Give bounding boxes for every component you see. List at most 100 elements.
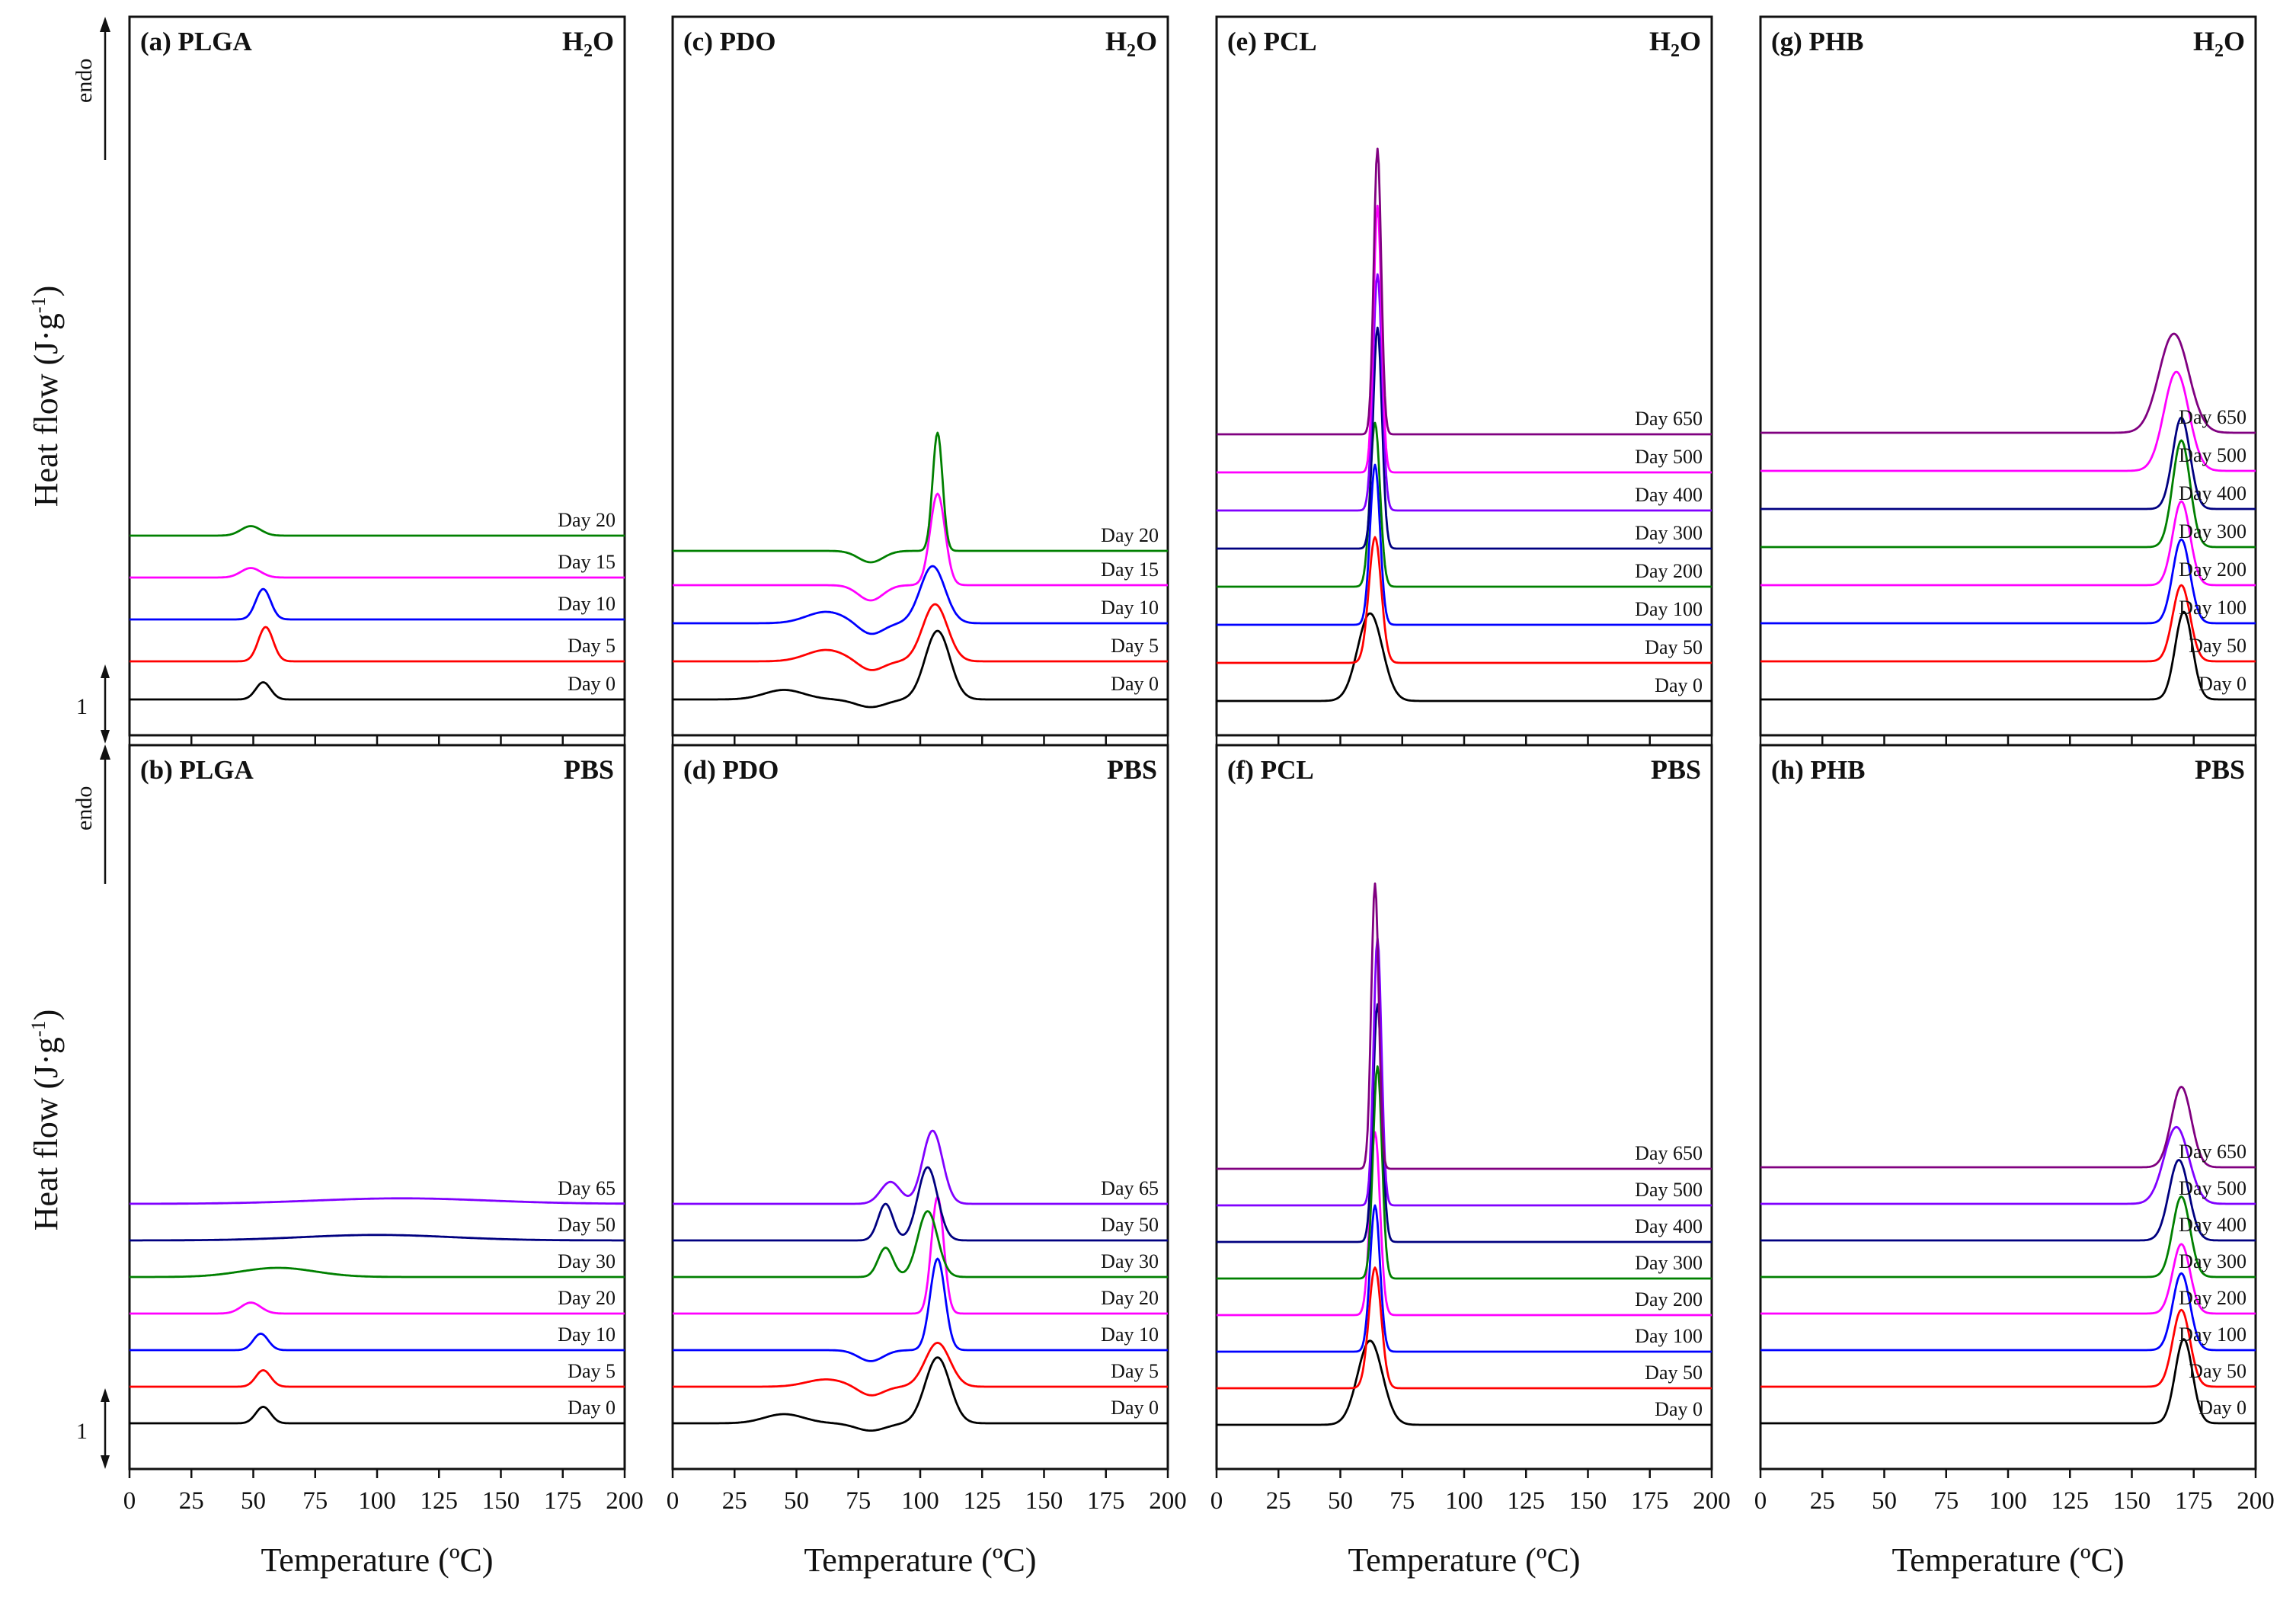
y-axis-label-bottom: Heat flow (J·g-1) xyxy=(27,1010,65,1231)
curve-g-day-500 xyxy=(1760,370,2256,472)
xtick-label-b-4: 100 xyxy=(358,1487,396,1515)
curve-h-day-400 xyxy=(1760,1159,2256,1242)
panel-frame-c xyxy=(671,15,1169,737)
ylabel-text-bottom: Heat flow (J·g-1) xyxy=(27,1010,65,1231)
series-label-f-4: Day 300 xyxy=(1635,1252,1703,1274)
panel-b: Day 0 Day 5 Day 10 Day 20 Day 30 Day 50 Day 65… xyxy=(123,744,644,1579)
panel-frame-b xyxy=(128,744,626,1471)
series-label-d-4: Day 30 xyxy=(1101,1250,1159,1272)
panel-a: Day 0 Day 5 Day 10 Day 15 Day 20 (a) PLGA H2O xyxy=(128,15,626,744)
curve-f-day-0 xyxy=(1217,1339,1712,1426)
series-label-g-6: Day 500 xyxy=(2179,444,2246,466)
series-label-f-2: Day 100 xyxy=(1635,1325,1703,1347)
scale-arrowhead-top-down xyxy=(101,730,110,744)
curve-e-day-650 xyxy=(1217,147,1712,436)
series-label-g-3: Day 200 xyxy=(2179,558,2246,581)
xtick-label-h-2: 50 xyxy=(1872,1487,1897,1515)
curve-h-day-500 xyxy=(1760,1125,2256,1205)
medium-label-c: H2O xyxy=(1105,26,1157,61)
xtick-label-h-5: 125 xyxy=(2051,1487,2090,1515)
panel-e: Day 0 Day 50 Day 100 Day 200 Day 300 Day 400 D… xyxy=(1215,15,1713,744)
curve-e-day-400 xyxy=(1217,273,1712,512)
curve-e-day-0 xyxy=(1217,612,1712,702)
series-label-f-0: Day 0 xyxy=(1655,1398,1703,1420)
xtick-label-d-1: 25 xyxy=(722,1487,747,1515)
curve-c-day-5 xyxy=(673,603,1168,671)
panel-title-c: (c) PDO xyxy=(683,27,775,56)
series-label-a-3: Day 15 xyxy=(558,551,616,573)
series-label-d-6: Day 65 xyxy=(1101,1177,1159,1199)
medium-label-h: PBS xyxy=(2195,754,2245,785)
curve-d-day-20 xyxy=(673,1195,1168,1315)
series-label-g-2: Day 100 xyxy=(2179,597,2246,619)
curve-c-day-10 xyxy=(673,565,1168,635)
medium-label-e: H2O xyxy=(1649,26,1701,61)
curve-h-day-650 xyxy=(1760,1086,2256,1169)
series-label-a-4: Day 20 xyxy=(558,509,616,531)
series-label-b-2: Day 10 xyxy=(558,1323,616,1346)
xtick-label-f-4: 100 xyxy=(1445,1487,1483,1515)
endo-arrowhead-top xyxy=(100,17,110,32)
xtick-label-h-6: 150 xyxy=(2113,1487,2151,1515)
xtick-label-b-8: 200 xyxy=(606,1487,644,1515)
medium-label-b: PBS xyxy=(564,754,614,785)
series-label-a-1: Day 5 xyxy=(568,635,616,657)
series-label-d-5: Day 50 xyxy=(1101,1214,1159,1236)
medium-label-a: H2O xyxy=(562,26,614,61)
series-label-g-1: Day 50 xyxy=(2189,635,2246,657)
xtick-label-h-7: 175 xyxy=(2175,1487,2213,1515)
curve-d-day-65 xyxy=(673,1129,1168,1205)
xtick-label-d-5: 125 xyxy=(964,1487,1002,1515)
xlabel-d: Temperature (ºC) xyxy=(804,1541,1037,1579)
xtick-label-h-3: 75 xyxy=(1933,1487,1959,1515)
panel-d: Day 0 Day 5 Day 10 Day 20 Day 30 Day 50 Day 65… xyxy=(667,744,1187,1579)
series-label-f-5: Day 400 xyxy=(1635,1215,1703,1237)
scale-marker-top: 1 xyxy=(76,664,110,744)
scale-arrowhead-top-up xyxy=(101,664,110,678)
curve-g-day-50 xyxy=(1760,584,2256,663)
xtick-label-b-3: 75 xyxy=(302,1487,328,1515)
series-label-a-0: Day 0 xyxy=(568,673,616,695)
curve-e-day-100 xyxy=(1217,463,1712,626)
series-label-d-1: Day 5 xyxy=(1111,1360,1159,1382)
series-label-c-1: Day 5 xyxy=(1111,635,1159,657)
series-label-h-7: Day 650 xyxy=(2179,1141,2246,1163)
panel-c: Day 0 Day 5 Day 10 Day 15 Day 20 (c) PDO H2O xyxy=(671,15,1169,744)
panel-frame-h xyxy=(1759,744,2257,1471)
xtick-label-d-3: 75 xyxy=(846,1487,871,1515)
panel-frame-f xyxy=(1215,744,1713,1471)
curve-e-day-50 xyxy=(1217,536,1712,664)
panel-title-d: (d) PDO xyxy=(683,755,779,785)
panel-title-f: (f) PCL xyxy=(1227,755,1314,785)
curve-h-day-0 xyxy=(1760,1338,2256,1425)
series-label-b-5: Day 50 xyxy=(558,1214,616,1236)
series-label-e-1: Day 50 xyxy=(1645,636,1703,658)
xtick-label-f-2: 50 xyxy=(1328,1487,1353,1515)
xtick-label-d-7: 175 xyxy=(1087,1487,1125,1515)
endo-arrowhead-bottom xyxy=(100,744,110,760)
xtick-label-b-6: 150 xyxy=(482,1487,520,1515)
xtick-label-f-6: 150 xyxy=(1569,1487,1607,1515)
xtick-label-b-5: 125 xyxy=(421,1487,459,1515)
series-label-h-4: Day 300 xyxy=(2179,1250,2246,1272)
curve-h-day-200 xyxy=(1760,1243,2256,1315)
endo-label-bottom: endo xyxy=(72,786,97,831)
xtick-label-f-1: 25 xyxy=(1266,1487,1291,1515)
xtick-label-f-3: 75 xyxy=(1389,1487,1415,1515)
series-label-h-5: Day 400 xyxy=(2179,1214,2246,1236)
series-label-c-2: Day 10 xyxy=(1101,597,1159,619)
series-label-g-4: Day 300 xyxy=(2179,520,2246,542)
series-label-e-4: Day 300 xyxy=(1635,522,1703,544)
series-label-d-0: Day 0 xyxy=(1111,1397,1159,1419)
panel-h: Day 0 Day 50 Day 100 Day 200 Day 300 Day 400 D… xyxy=(1754,744,2275,1579)
panel-frame-d xyxy=(671,744,1169,1471)
series-label-b-0: Day 0 xyxy=(568,1397,616,1419)
panel-title-b: (b) PLGA xyxy=(140,755,254,785)
curve-g-day-650 xyxy=(1760,332,2256,434)
series-label-h-2: Day 100 xyxy=(2179,1323,2246,1346)
curve-f-day-500 xyxy=(1217,937,1712,1207)
curve-a-day-10 xyxy=(130,587,625,621)
curve-a-day-15 xyxy=(130,567,625,579)
xtick-label-f-8: 200 xyxy=(1693,1487,1731,1515)
